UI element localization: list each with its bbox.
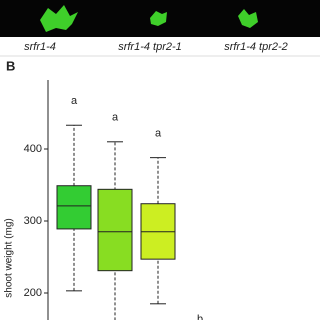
box [97, 188, 133, 272]
genotype-label: srfr1-4 [24, 41, 56, 53]
box [56, 185, 92, 230]
y-tick-label: 200 [24, 287, 42, 299]
y-tick-label: 400 [24, 143, 42, 155]
significance-letter: a [71, 95, 78, 107]
genotype-label: srfr1-4 tpr2-1 [118, 41, 182, 53]
genotype-label: srfr1-4 tpr2-2 [224, 41, 288, 53]
panel-label: B [6, 58, 15, 73]
plant-images [40, 5, 258, 32]
significance-letter: a [112, 112, 119, 124]
y-tick-label: 300 [24, 215, 42, 227]
significance-letter: a [155, 128, 162, 140]
y-axis-label: shoot weight (mg) [4, 218, 15, 297]
significance-letter: b [197, 314, 203, 320]
